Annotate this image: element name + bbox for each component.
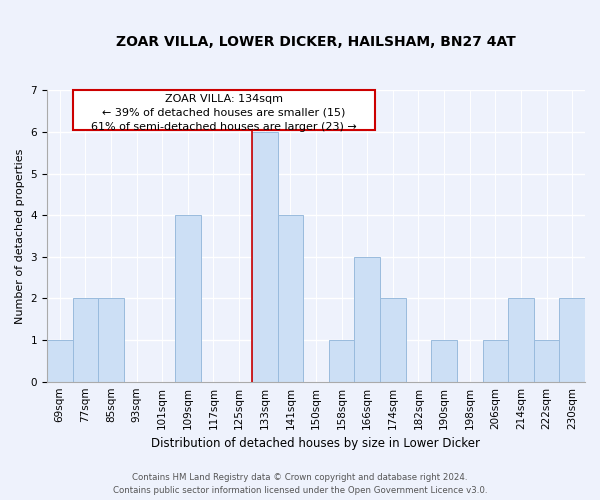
Text: 61% of semi-detached houses are larger (23) →: 61% of semi-detached houses are larger (… — [91, 122, 356, 132]
Title: ZOAR VILLA, LOWER DICKER, HAILSHAM, BN27 4AT: ZOAR VILLA, LOWER DICKER, HAILSHAM, BN27… — [116, 35, 516, 49]
Bar — [73, 298, 98, 382]
Text: ZOAR VILLA: 134sqm: ZOAR VILLA: 134sqm — [165, 94, 283, 104]
Bar — [508, 298, 534, 382]
Bar — [175, 216, 200, 382]
Text: ← 39% of detached houses are smaller (15): ← 39% of detached houses are smaller (15… — [102, 108, 346, 118]
Y-axis label: Number of detached properties: Number of detached properties — [15, 148, 25, 324]
Bar — [355, 257, 380, 382]
Bar — [534, 340, 559, 382]
Bar — [431, 340, 457, 382]
Bar — [329, 340, 355, 382]
Bar — [380, 298, 406, 382]
Bar — [47, 340, 73, 382]
Bar — [559, 298, 585, 382]
FancyBboxPatch shape — [73, 90, 375, 130]
Bar — [252, 132, 278, 382]
Text: Contains HM Land Registry data © Crown copyright and database right 2024.
Contai: Contains HM Land Registry data © Crown c… — [113, 474, 487, 495]
Bar — [482, 340, 508, 382]
Bar — [98, 298, 124, 382]
X-axis label: Distribution of detached houses by size in Lower Dicker: Distribution of detached houses by size … — [151, 437, 481, 450]
Bar — [278, 216, 303, 382]
